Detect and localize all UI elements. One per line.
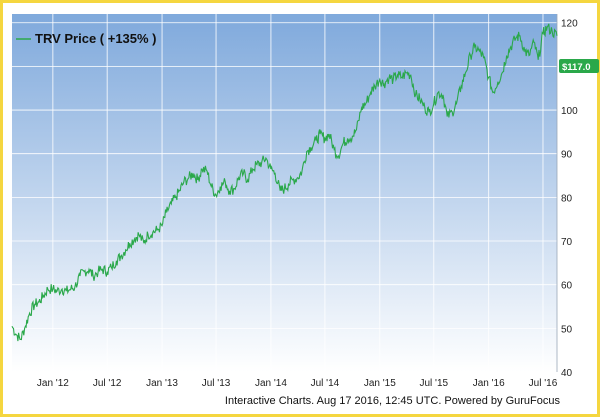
last-price-badge: $117.0: [559, 59, 599, 73]
y-tick-label: 50: [561, 324, 573, 335]
last-price-badge-label: $117.0: [562, 62, 591, 73]
x-tick-label: Jan '16: [473, 378, 505, 389]
x-tick-label: Jan '14: [255, 378, 287, 389]
x-tick-label: Jul '13: [202, 378, 231, 389]
y-tick-label: 80: [561, 193, 573, 204]
gridlines: [12, 14, 557, 373]
x-tick-label: Jul '16: [529, 378, 558, 389]
footer-credit: Interactive Charts. Aug 17 2016, 12:45 U…: [224, 395, 560, 407]
legend-label: TRV Price ( +135% ): [35, 31, 157, 46]
x-tick-label: Jul '12: [93, 378, 122, 389]
y-tick-label: 40: [561, 368, 573, 379]
y-tick-label: 90: [561, 150, 573, 161]
x-tick-label: Jan '15: [364, 378, 396, 389]
last-price-badge-box: [559, 59, 599, 73]
y-tick-label: 100: [561, 106, 578, 117]
y-tick-label: 60: [561, 281, 573, 292]
x-tick-label: Jul '14: [311, 378, 340, 389]
series-line-trv-price: [11, 23, 558, 342]
legend: TRV Price ( +135% ): [16, 31, 157, 46]
y-tick-label: 120: [561, 19, 578, 30]
x-tick-label: Jul '15: [420, 378, 449, 389]
x-tick-label: Jan '13: [146, 378, 178, 389]
plot-area: [12, 14, 557, 372]
x-tick-label: Jan '12: [37, 378, 69, 389]
y-tick-label: 70: [561, 237, 573, 248]
